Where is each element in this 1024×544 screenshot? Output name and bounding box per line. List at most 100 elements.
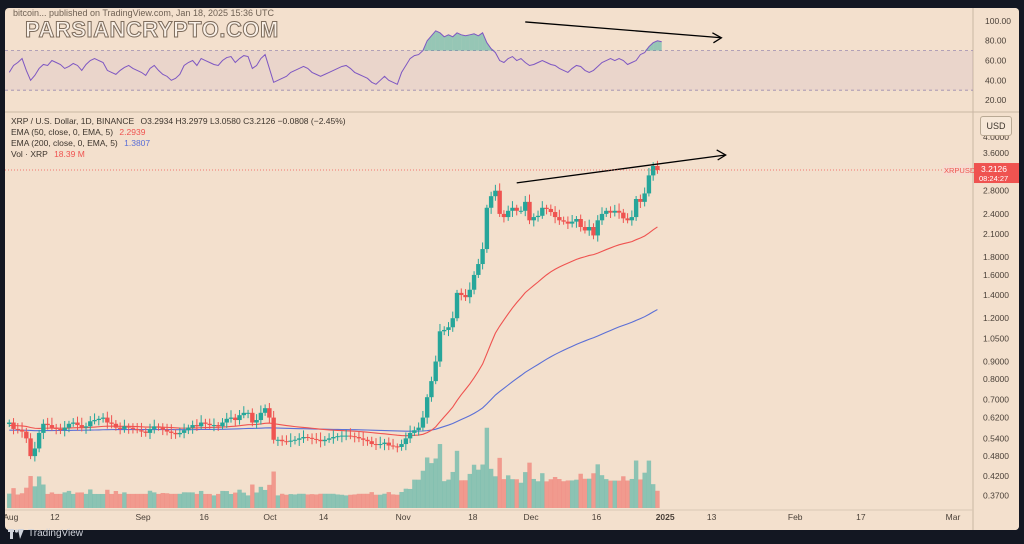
- rsi-overbought-fill: [469, 33, 475, 51]
- candle: [595, 215, 600, 242]
- candle-body: [301, 436, 306, 439]
- rsi-line: [8, 30, 662, 85]
- volume-bar: [126, 493, 131, 508]
- candle-body: [484, 207, 490, 250]
- legend-volume-label: Vol · XRP: [11, 149, 48, 159]
- candle-body: [254, 420, 259, 423]
- volume-bar: [569, 480, 575, 508]
- volume-bar: [450, 471, 455, 508]
- volume-bar: [369, 492, 374, 508]
- candle: [169, 424, 174, 440]
- volume-bar: [621, 476, 626, 508]
- price-trendline: [516, 154, 726, 184]
- candle-body: [335, 436, 340, 438]
- volume-bar: [147, 490, 153, 508]
- candle: [446, 322, 451, 337]
- legend-ema50-row[interactable]: EMA (50, close, 0, EMA, 5) 2.2939: [11, 127, 145, 137]
- candle-body: [100, 417, 106, 419]
- candle-body: [156, 426, 161, 428]
- candle-body: [591, 226, 596, 236]
- candle-body: [181, 430, 187, 433]
- volume-bar: [403, 488, 409, 508]
- candle-body: [429, 381, 434, 398]
- candle: [105, 411, 110, 429]
- candle: [79, 417, 84, 432]
- candle: [463, 289, 468, 301]
- candle-body: [595, 220, 600, 236]
- candle-body: [646, 175, 652, 194]
- candle-body: [173, 432, 178, 435]
- candle-body: [134, 428, 140, 431]
- candle: [288, 433, 293, 448]
- candle-body: [514, 207, 519, 211]
- volume-bar: [352, 494, 357, 508]
- candle: [433, 355, 438, 385]
- candle: [480, 242, 485, 270]
- candle: [254, 414, 259, 429]
- candle-body: [198, 422, 204, 427]
- volume-bar: [561, 481, 566, 508]
- candle-body: [203, 422, 208, 424]
- price-tick-label: 1.8000: [983, 252, 1009, 262]
- time-tick-label: 18: [468, 512, 478, 522]
- candle-body: [139, 430, 144, 432]
- candle-body: [531, 217, 536, 221]
- volume-bar: [143, 493, 148, 508]
- currency-button[interactable]: USD: [980, 116, 1012, 136]
- volume-bar: [633, 460, 639, 508]
- candle: [476, 258, 481, 278]
- candle-body: [505, 210, 511, 218]
- candle-body: [147, 428, 153, 433]
- candle: [198, 415, 204, 430]
- volume-bar: [58, 493, 63, 508]
- volume-bar: [41, 484, 46, 508]
- volume-bar: [71, 493, 76, 508]
- volume-bar: [305, 494, 310, 508]
- candle-body: [587, 226, 592, 231]
- candle: [390, 438, 396, 450]
- legend-ema200-row[interactable]: EMA (200, close, 0, EMA, 5) 1.3807: [11, 138, 150, 148]
- candle-body: [348, 435, 353, 437]
- candle-body: [471, 274, 477, 290]
- volume-bar: [420, 470, 426, 508]
- volume-bar: [638, 479, 643, 508]
- chart-canvas[interactable]: 100.00 80.00 60.00 40.00 20.00 4.0000 3.6000 3.…: [5, 8, 1019, 530]
- candle-body: [403, 438, 409, 445]
- candle-body: [476, 264, 481, 275]
- price-tick-label: 1.2000: [983, 313, 1009, 323]
- candle: [109, 415, 114, 429]
- candle-body: [331, 436, 336, 439]
- volume-bar: [130, 493, 136, 508]
- candle-body: [467, 289, 473, 298]
- legend-ema200-label: EMA (200, close, 0, EMA, 5): [11, 138, 118, 148]
- volume-bar: [152, 492, 157, 508]
- candle-body: [194, 425, 200, 427]
- candle: [599, 207, 605, 225]
- candle-body: [433, 361, 438, 382]
- rsi-overbought-fill: [448, 34, 453, 51]
- volume-bar: [446, 479, 451, 508]
- candle-body: [75, 422, 80, 426]
- volume-bar: [271, 471, 276, 508]
- candle-body: [228, 417, 234, 419]
- legend-symbol-row[interactable]: XRP / U.S. Dollar, 1D, BINANCE O3.2934 H…: [11, 116, 346, 126]
- candle: [211, 418, 217, 432]
- price-tick-label: 0.7000: [983, 394, 1009, 404]
- candle: [378, 436, 383, 449]
- volume-bar: [32, 486, 38, 508]
- rsi-overbought-fill: [482, 32, 487, 51]
- time-tick-label: Dec: [524, 512, 540, 522]
- tradingview-logo-icon: [8, 528, 24, 539]
- candle-body: [339, 435, 345, 437]
- tradingview-footer[interactable]: TradingView: [8, 528, 83, 539]
- volume-bar: [109, 493, 114, 508]
- candle-body: [322, 439, 328, 442]
- candle-body: [544, 207, 549, 209]
- volume-bar: [493, 476, 498, 508]
- legend-volume-row[interactable]: Vol · XRP 18.39 M: [11, 149, 85, 159]
- candle-body: [523, 201, 528, 211]
- volume-bar: [459, 480, 464, 508]
- volume-bar: [540, 473, 545, 508]
- time-tick-label: 14: [319, 512, 329, 522]
